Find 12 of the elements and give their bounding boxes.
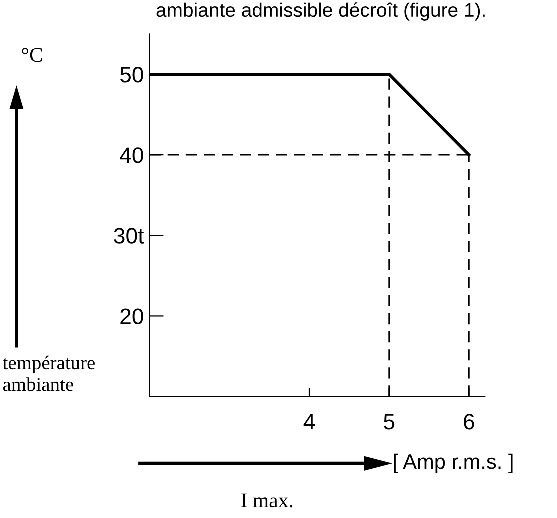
y-tick-label: 40 — [120, 148, 144, 164]
x-axis-title: [ Amp r.m.s. ] — [394, 454, 513, 474]
chart-title: ambiante admissible décroît (figure 1). — [156, 2, 485, 21]
x-tick-label: 6 — [464, 414, 474, 430]
y-tick-label: 50 — [120, 67, 144, 83]
text: température ambiante — [2, 356, 95, 392]
y-tick-label: 20 — [120, 308, 144, 324]
y-tick-label: 30t — [114, 228, 144, 244]
x-tick-label: 5 — [384, 414, 395, 430]
x-tick-label: 4 — [304, 414, 316, 430]
text: I max. — [242, 494, 293, 508]
y-axis-title: °C — [22, 48, 42, 62]
